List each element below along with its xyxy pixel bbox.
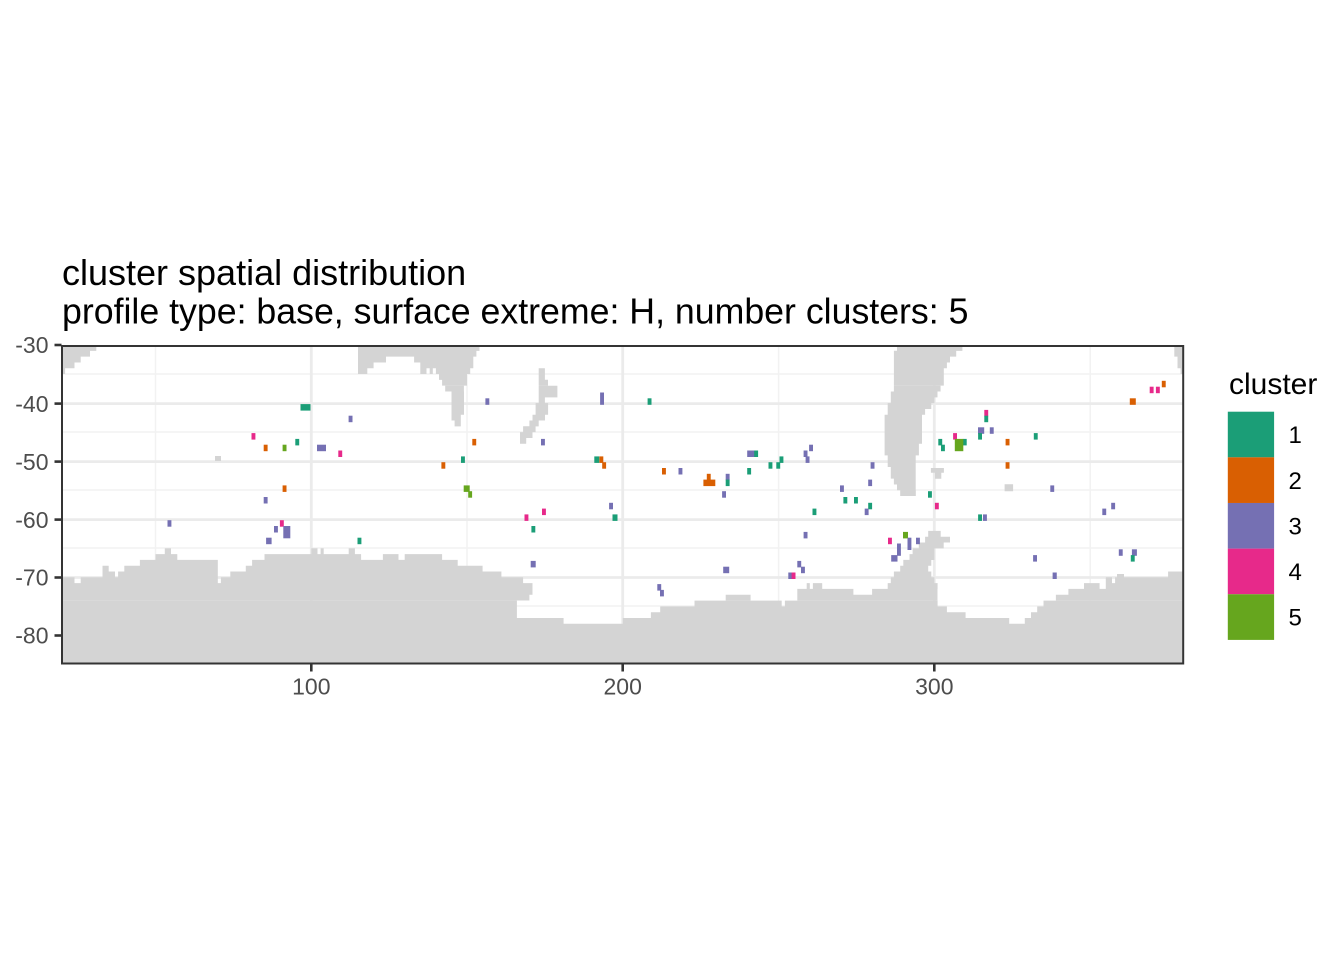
svg-text:4: 4 xyxy=(1289,559,1302,586)
svg-text:profile type: base, surface ex: profile type: base, surface extreme: H, … xyxy=(62,292,968,332)
svg-text:1: 1 xyxy=(1289,422,1302,449)
svg-text:3: 3 xyxy=(1289,513,1302,540)
svg-text:-80: -80 xyxy=(15,623,48,649)
svg-text:cluster: cluster xyxy=(1229,368,1317,401)
svg-text:-40: -40 xyxy=(15,391,48,417)
svg-text:5: 5 xyxy=(1289,605,1302,632)
svg-text:-30: -30 xyxy=(15,332,48,358)
svg-text:cluster spatial distribution: cluster spatial distribution xyxy=(62,252,466,293)
svg-text:-60: -60 xyxy=(15,507,48,533)
svg-text:-50: -50 xyxy=(15,449,48,475)
svg-text:2: 2 xyxy=(1289,468,1302,495)
svg-text:100: 100 xyxy=(292,673,330,699)
svg-text:300: 300 xyxy=(915,673,953,699)
svg-text:-70: -70 xyxy=(15,565,48,591)
svg-text:200: 200 xyxy=(604,673,642,699)
